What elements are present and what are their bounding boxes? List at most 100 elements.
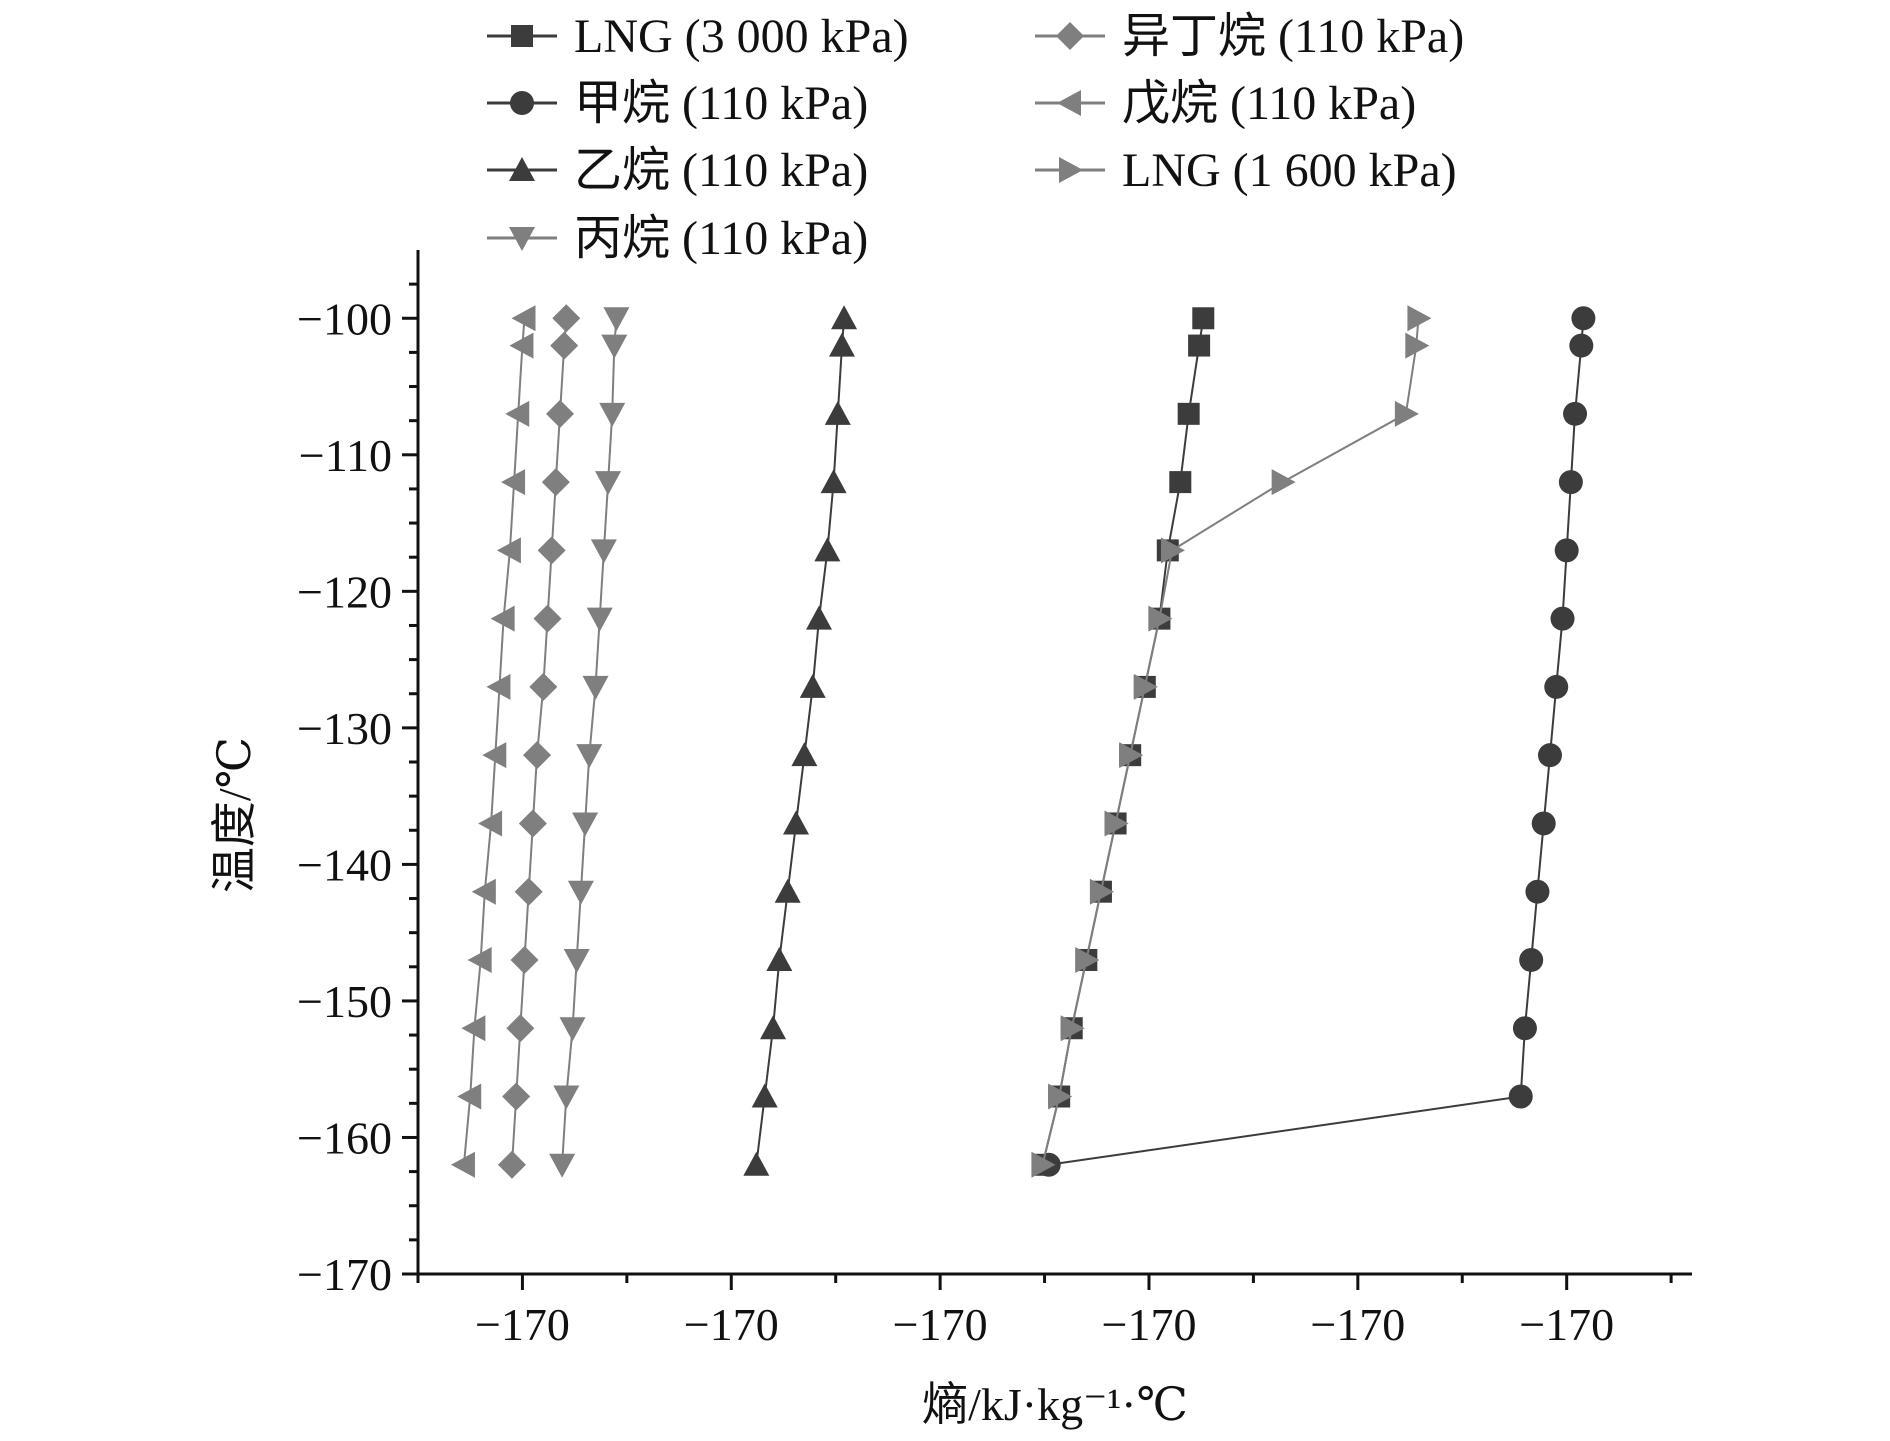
data-point: [599, 402, 626, 427]
data-point: [471, 878, 496, 905]
data-point: [450, 1151, 475, 1178]
data-point: [766, 946, 793, 971]
legend: LNG (3 000 kPa) 甲烷 (110 kPa) 乙烷 (110 kPa) 丙…: [487, 10, 1464, 265]
data-point: [586, 607, 613, 632]
data-point: [1177, 402, 1200, 425]
data-point: [590, 539, 617, 564]
legend-item: LNG (1 600 kPa): [1035, 144, 1457, 197]
data-point: [1031, 1151, 1056, 1178]
data-point: [523, 741, 552, 770]
data-point: [1544, 674, 1569, 699]
data-point: [783, 810, 810, 835]
data-point: [601, 334, 628, 359]
data-point: [486, 673, 511, 700]
data-point: [457, 1083, 482, 1110]
data-point: [603, 307, 630, 332]
series-line: [1048, 318, 1585, 1166]
data-point: [824, 400, 851, 425]
y-tick-label: −140: [297, 839, 392, 890]
data-point: [552, 304, 581, 333]
data-point: [505, 400, 530, 427]
x-tick-label: −170: [1310, 1299, 1405, 1350]
data-point: [541, 468, 570, 497]
data-point: [490, 605, 515, 632]
series-4: [497, 304, 581, 1179]
data-point: [496, 537, 521, 564]
series-2: [743, 305, 858, 1176]
plot-area: [450, 304, 1596, 1179]
data-point: [497, 1150, 526, 1179]
data-point: [506, 1014, 535, 1043]
series-6: [1031, 305, 1432, 1178]
legend-label: 戊烷 (110 kPa): [1122, 77, 1416, 130]
data-point: [1119, 742, 1144, 769]
data-point: [1512, 1016, 1537, 1041]
y-tick-label: −100: [297, 293, 392, 344]
data-point: [760, 1015, 787, 1040]
x-tick-label: −170: [1102, 1299, 1197, 1350]
data-point: [582, 675, 609, 700]
data-point: [482, 742, 507, 769]
data-point: [774, 878, 801, 903]
data-point: [1192, 307, 1215, 330]
data-point: [1133, 673, 1158, 700]
legend-item: 丙烷 (110 kPa): [487, 212, 868, 265]
data-point: [1569, 333, 1594, 358]
legend-label: 异丁烷 (110 kPa): [1122, 10, 1464, 63]
data-point: [537, 536, 566, 565]
series-5: [450, 305, 536, 1178]
data-point: [509, 332, 534, 359]
y-tick-label: −170: [297, 1249, 392, 1300]
data-point: [1519, 947, 1544, 972]
legend-item: 乙烷 (110 kPa): [487, 144, 868, 197]
legend-item: LNG (3 000 kPa): [487, 10, 909, 63]
y-tick-label: −110: [299, 430, 392, 481]
data-point: [1271, 469, 1296, 496]
series-line: [462, 318, 526, 1165]
data-point: [563, 948, 590, 973]
legend-item: 戊烷 (110 kPa): [1035, 77, 1416, 130]
series-0: [1031, 307, 1215, 1176]
data-point: [820, 469, 847, 494]
series-1: [1036, 306, 1596, 1177]
legend-marker: [1057, 90, 1081, 116]
data-point: [1537, 743, 1562, 768]
legend-item: 甲烷 (110 kPa): [487, 77, 868, 130]
data-point: [553, 1085, 580, 1110]
data-point: [510, 945, 539, 974]
data-point: [567, 880, 594, 905]
data-point: [576, 744, 603, 769]
x-ticks: −170 −170 −170 −170 −170 −170: [416, 1274, 1673, 1350]
data-point: [831, 305, 858, 330]
data-point: [1089, 878, 1114, 905]
data-point: [1075, 946, 1100, 973]
data-point: [1550, 606, 1575, 631]
data-point: [467, 946, 492, 973]
y-tick-label: −160: [297, 1112, 392, 1163]
data-point: [1563, 401, 1588, 426]
data-point: [1558, 470, 1583, 495]
legend-label: 丙烷 (110 kPa): [574, 212, 868, 265]
axes: −100−110−120−130−140−150−160−170 −170 −17…: [297, 250, 1692, 1350]
series-line: [755, 318, 846, 1165]
data-point: [549, 1153, 576, 1178]
data-point: [501, 469, 526, 496]
data-point: [546, 399, 575, 428]
data-point: [1048, 1083, 1073, 1110]
data-point: [1525, 879, 1550, 904]
data-point: [1508, 1084, 1533, 1109]
data-point: [791, 742, 818, 767]
data-point: [814, 537, 841, 562]
legend-label: 甲烷 (110 kPa): [574, 77, 868, 130]
x-tick-label: −170: [684, 1299, 779, 1350]
series-line: [561, 318, 618, 1165]
legend-item: 异丁烷 (110 kPa): [1035, 10, 1464, 63]
series-3: [549, 307, 630, 1178]
legend-marker: [509, 157, 535, 181]
legend-label: 乙烷 (110 kPa): [574, 144, 868, 197]
data-point: [1188, 334, 1211, 357]
data-point: [559, 1017, 586, 1042]
data-point: [514, 877, 543, 906]
data-point: [533, 604, 562, 633]
data-point: [1407, 305, 1432, 332]
